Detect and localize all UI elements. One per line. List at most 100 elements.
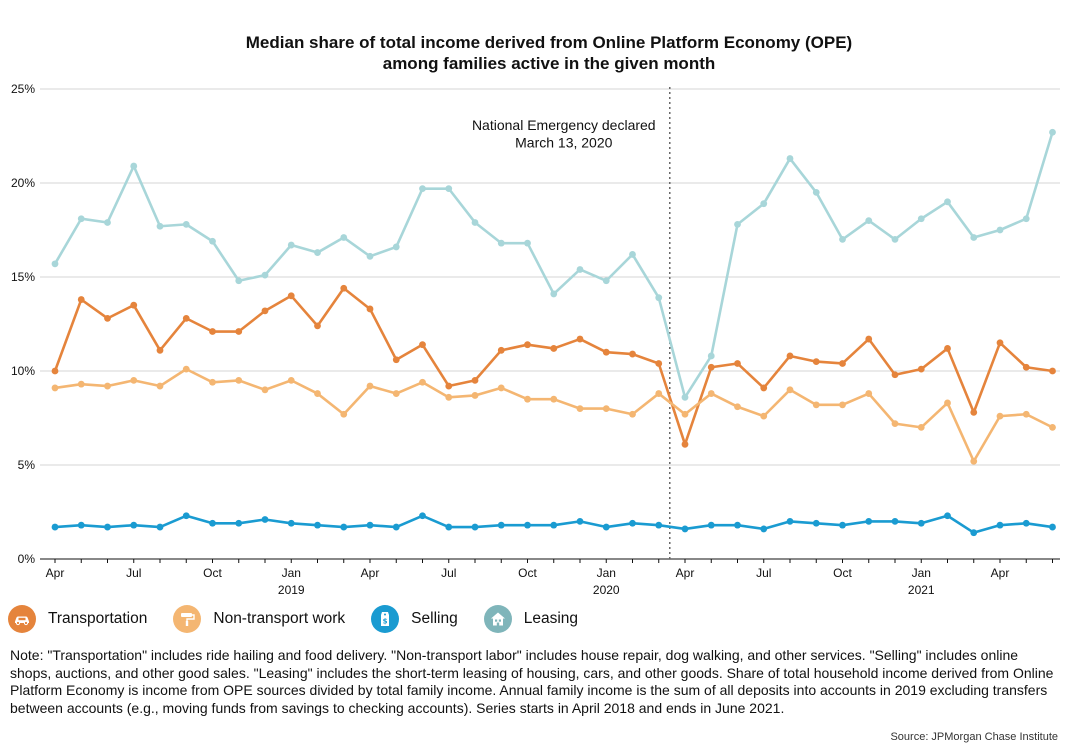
x-tick-label: Jul bbox=[441, 566, 456, 580]
data-point bbox=[655, 294, 663, 302]
x-year-label: 2021 bbox=[908, 583, 935, 597]
x-tick-label: Apr bbox=[361, 566, 380, 580]
data-point bbox=[235, 328, 243, 335]
data-point bbox=[77, 521, 85, 529]
data-point bbox=[812, 401, 820, 409]
data-point bbox=[891, 518, 899, 525]
data-point bbox=[707, 521, 715, 529]
data-point bbox=[340, 234, 348, 241]
data-point bbox=[182, 314, 190, 322]
data-point bbox=[497, 384, 505, 392]
house-icon bbox=[483, 605, 512, 633]
data-point bbox=[392, 243, 400, 251]
data-point bbox=[786, 518, 794, 525]
chart-title-line-2: among families active in the given month bbox=[382, 54, 716, 73]
x-tick-label: Jan bbox=[912, 566, 931, 580]
data-point bbox=[366, 305, 374, 313]
y-tick-label: 5% bbox=[18, 458, 36, 472]
data-point bbox=[865, 217, 873, 225]
x-year-label: 2019 bbox=[278, 583, 305, 597]
data-point bbox=[812, 358, 820, 365]
data-point bbox=[1049, 367, 1056, 375]
data-point bbox=[550, 395, 558, 403]
data-point bbox=[209, 237, 216, 245]
data-point bbox=[655, 521, 663, 529]
legend-item-transportation: Transportation bbox=[8, 605, 147, 633]
data-point bbox=[917, 215, 925, 223]
data-point bbox=[419, 378, 426, 386]
legend-item-selling: $ Selling bbox=[371, 605, 458, 633]
data-point bbox=[1049, 128, 1056, 136]
data-point bbox=[760, 412, 768, 420]
data-point bbox=[314, 390, 321, 397]
x-tick-label: Oct bbox=[203, 566, 222, 580]
data-point bbox=[261, 271, 269, 279]
data-point bbox=[707, 363, 715, 371]
data-point bbox=[576, 405, 584, 412]
data-point bbox=[261, 386, 269, 394]
data-point bbox=[497, 521, 505, 529]
data-point bbox=[550, 521, 558, 529]
data-point bbox=[602, 405, 610, 412]
data-point bbox=[760, 384, 768, 392]
data-point bbox=[865, 390, 873, 397]
data-point bbox=[812, 189, 820, 196]
data-point bbox=[419, 185, 426, 193]
data-point bbox=[287, 241, 295, 249]
data-point bbox=[681, 410, 689, 418]
data-point bbox=[1022, 215, 1030, 223]
data-point bbox=[51, 523, 59, 531]
data-point bbox=[944, 512, 951, 520]
data-point bbox=[629, 350, 636, 358]
data-point bbox=[524, 239, 531, 247]
gridlines bbox=[40, 88, 1060, 466]
data-point bbox=[839, 401, 846, 409]
data-point bbox=[156, 222, 164, 230]
legend-label: Selling bbox=[411, 610, 458, 627]
legend-label: Leasing bbox=[523, 610, 578, 627]
x-tick-label: Jul bbox=[756, 566, 771, 580]
series-leasing bbox=[51, 128, 1056, 401]
data-point bbox=[681, 525, 689, 533]
data-point bbox=[786, 386, 794, 394]
series-line-leasing bbox=[53, 131, 1054, 399]
data-point bbox=[655, 360, 663, 367]
data-point bbox=[576, 518, 584, 525]
data-point bbox=[340, 284, 348, 292]
data-point bbox=[524, 341, 531, 349]
data-point bbox=[392, 523, 400, 531]
data-point bbox=[445, 393, 453, 401]
legend-label: Non-transport work bbox=[213, 610, 346, 627]
data-point bbox=[156, 382, 164, 390]
data-point bbox=[366, 521, 374, 529]
data-point bbox=[839, 360, 846, 367]
data-point bbox=[760, 525, 768, 533]
data-point bbox=[917, 519, 925, 527]
data-point bbox=[550, 345, 558, 352]
data-point bbox=[524, 395, 531, 403]
data-point bbox=[786, 352, 794, 360]
data-point bbox=[445, 185, 453, 193]
data-point bbox=[996, 339, 1004, 347]
data-point bbox=[681, 440, 689, 448]
data-point bbox=[734, 521, 741, 529]
data-point bbox=[917, 365, 925, 373]
legend-label: Transportation bbox=[48, 610, 148, 627]
data-point bbox=[51, 384, 59, 392]
paint-roller-icon bbox=[173, 605, 202, 633]
data-point bbox=[760, 200, 768, 208]
series bbox=[51, 128, 1056, 537]
data-point bbox=[734, 403, 741, 411]
data-point bbox=[891, 371, 899, 379]
series-line-non-transport-work bbox=[54, 367, 1054, 463]
data-point bbox=[970, 408, 978, 416]
data-point bbox=[366, 382, 374, 390]
legend: Transportation Non-transport work $ Sell… bbox=[8, 604, 604, 634]
data-point bbox=[944, 399, 951, 407]
data-point bbox=[839, 236, 846, 243]
series-selling bbox=[51, 512, 1056, 537]
source-credit: Source: JPMorgan Chase Institute bbox=[890, 731, 1058, 743]
chart-title-line-1: Median share of total income derived fro… bbox=[245, 33, 853, 52]
data-point bbox=[1049, 523, 1056, 531]
price-tag-icon: $ bbox=[371, 605, 400, 633]
